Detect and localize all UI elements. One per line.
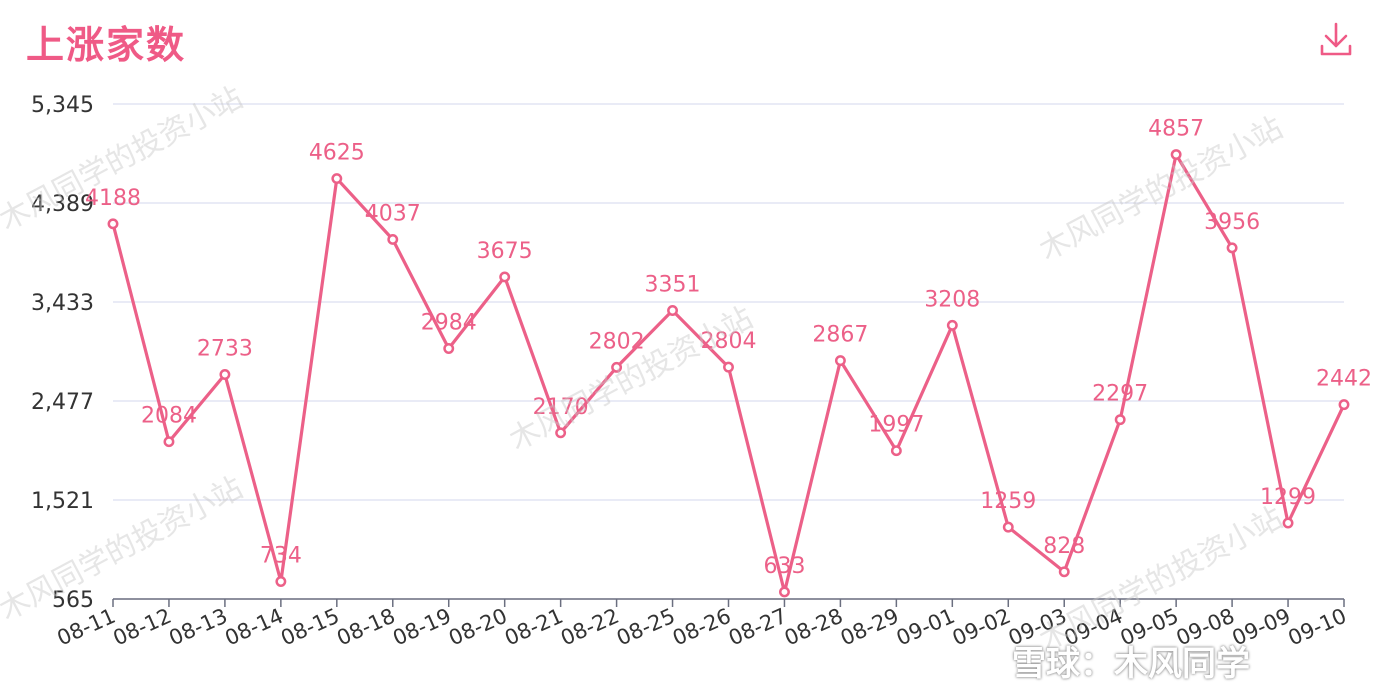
x-tick-label: 08-28	[781, 604, 847, 651]
x-tick-label: 08-19	[389, 604, 455, 651]
data-label: 4857	[1148, 117, 1204, 142]
data-labels: 4188 2084 2733 734 4625 4037 2984 3675 2170 2802 3…	[85, 117, 1372, 579]
x-tick-label: 08-27	[725, 604, 791, 651]
data-point[interactable]	[890, 445, 902, 457]
data-point[interactable]	[1170, 149, 1182, 160]
data-point[interactable]	[443, 343, 455, 354]
y-tick-label: 565	[52, 588, 94, 613]
data-label: 828	[1043, 534, 1085, 559]
y-tick-label: 4,389	[31, 192, 94, 217]
x-tick-label: 08-12	[109, 604, 175, 651]
x-tick-label: 09-01	[893, 604, 959, 651]
data-point[interactable]	[387, 234, 399, 245]
data-point[interactable]	[331, 173, 343, 185]
data-label: 4625	[309, 141, 365, 166]
chart-title: 上涨家数	[26, 23, 187, 67]
data-label: 2867	[812, 323, 868, 348]
data-point[interactable]	[107, 218, 119, 230]
y-tick-label: 3,433	[31, 291, 94, 316]
data-label: 2442	[1316, 367, 1372, 392]
x-tick-label: 08-26	[669, 604, 735, 651]
data-point[interactable]	[1226, 242, 1238, 254]
series-line	[111, 152, 1346, 594]
data-label: 1299	[1260, 485, 1316, 510]
x-tick-label: 08-25	[613, 604, 679, 651]
y-tick-label: 5,345	[31, 93, 94, 118]
data-point[interactable]	[555, 427, 567, 439]
data-label: 1259	[980, 489, 1036, 514]
x-tick-label: 08-20	[445, 604, 511, 651]
data-point[interactable]	[275, 576, 287, 587]
data-label: 2733	[197, 336, 253, 361]
data-points	[107, 149, 1350, 598]
x-tick-label: 08-13	[165, 604, 231, 651]
brand-watermark: 雪球：木风同学	[1012, 644, 1250, 684]
data-point[interactable]	[219, 369, 231, 380]
data-label: 633	[763, 554, 805, 579]
data-point[interactable]	[1338, 399, 1350, 411]
x-tick-label: 09-02	[949, 604, 1015, 651]
data-point[interactable]	[611, 361, 623, 373]
data-label: 4037	[365, 201, 421, 226]
data-label: 2802	[589, 329, 645, 354]
x-tick-label: 09-10	[1285, 604, 1351, 651]
x-tick-label: 08-22	[557, 604, 623, 651]
data-point[interactable]	[779, 586, 790, 598]
data-point[interactable]	[667, 305, 678, 316]
data-label: 3956	[1204, 210, 1260, 235]
data-point[interactable]	[163, 436, 175, 448]
data-label: 4188	[85, 186, 141, 211]
data-label: 3675	[477, 239, 533, 264]
data-label: 2170	[533, 395, 589, 420]
data-point[interactable]	[1058, 566, 1070, 578]
data-point[interactable]	[1002, 521, 1014, 533]
data-label: 3208	[924, 287, 980, 312]
data-label: 2297	[1092, 382, 1148, 407]
data-point[interactable]	[723, 361, 734, 373]
y-tick-label: 1,521	[31, 489, 94, 514]
x-tick-label: 08-29	[837, 604, 903, 651]
data-label: 2804	[701, 329, 757, 354]
data-point[interactable]	[834, 355, 846, 367]
x-tick-label: 08-18	[333, 604, 399, 651]
x-tick-label: 08-14	[221, 604, 287, 651]
y-tick-label: 2,477	[31, 390, 94, 415]
y-axis: 5,345 4,389 3,433 2,477 1,521 565	[31, 93, 94, 613]
data-label: 734	[260, 543, 302, 568]
data-point[interactable]	[946, 319, 958, 331]
x-tick-label: 08-15	[277, 604, 343, 651]
data-point[interactable]	[499, 271, 511, 283]
x-tick-label: 08-21	[501, 604, 567, 651]
data-label: 1997	[868, 413, 924, 438]
data-label: 2984	[421, 310, 477, 335]
data-label: 3351	[645, 272, 701, 297]
data-point[interactable]	[1114, 414, 1126, 426]
download-icon[interactable]	[1318, 20, 1354, 58]
data-label: 2084	[141, 404, 197, 429]
data-point[interactable]	[1282, 517, 1294, 529]
